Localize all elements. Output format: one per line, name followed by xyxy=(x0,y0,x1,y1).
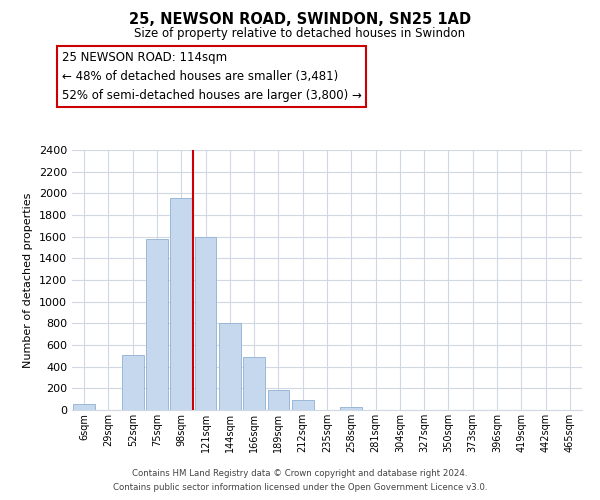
Text: Contains HM Land Registry data © Crown copyright and database right 2024.: Contains HM Land Registry data © Crown c… xyxy=(132,468,468,477)
Text: Size of property relative to detached houses in Swindon: Size of property relative to detached ho… xyxy=(134,28,466,40)
Text: Contains public sector information licensed under the Open Government Licence v3: Contains public sector information licen… xyxy=(113,484,487,492)
Bar xyxy=(292,400,314,410)
Y-axis label: Number of detached properties: Number of detached properties xyxy=(23,192,34,368)
Bar xyxy=(194,237,217,410)
Bar xyxy=(146,239,168,410)
Bar xyxy=(243,358,265,410)
Bar xyxy=(73,404,95,410)
Text: 25 NEWSON ROAD: 114sqm
← 48% of detached houses are smaller (3,481)
52% of semi-: 25 NEWSON ROAD: 114sqm ← 48% of detached… xyxy=(62,51,362,102)
Bar xyxy=(340,407,362,410)
Bar xyxy=(268,390,289,410)
Bar xyxy=(122,356,143,410)
Bar xyxy=(219,324,241,410)
Text: 25, NEWSON ROAD, SWINDON, SN25 1AD: 25, NEWSON ROAD, SWINDON, SN25 1AD xyxy=(129,12,471,28)
Bar xyxy=(170,198,192,410)
